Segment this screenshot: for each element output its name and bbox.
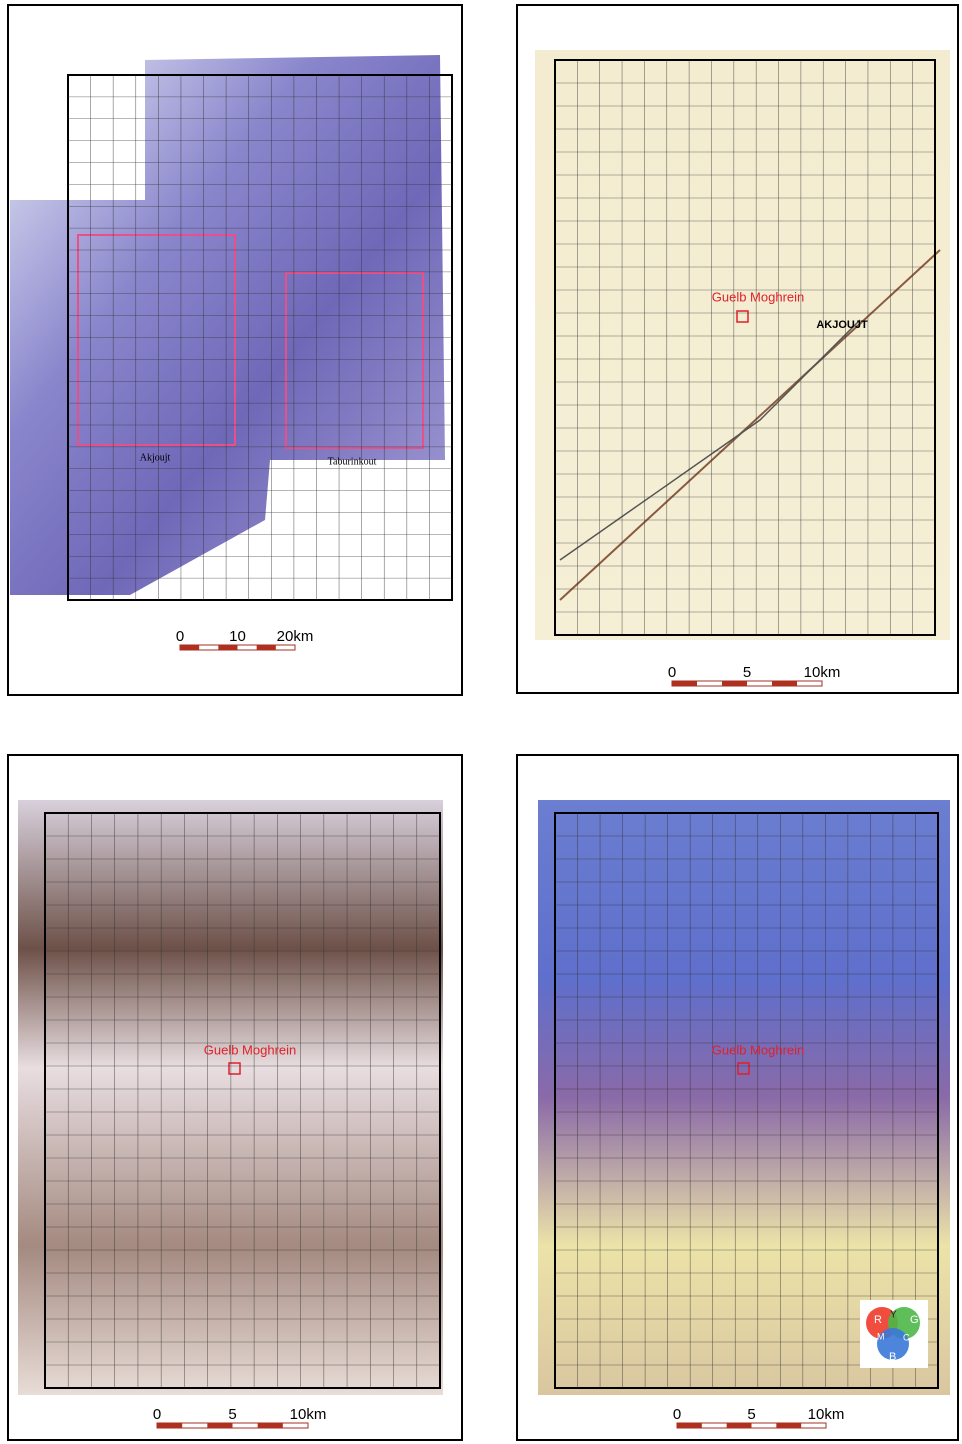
scale-bar-segment <box>157 1423 182 1428</box>
scale-bar-segment <box>727 1423 752 1428</box>
scale-label: 10km <box>808 1406 845 1423</box>
legend-letter: R <box>874 1314 882 1326</box>
legend-letter: B <box>889 1351 896 1363</box>
scale-bar-segment <box>772 681 797 686</box>
topographic-map <box>535 50 950 640</box>
place-label: Akjoujt <box>140 452 171 463</box>
scale-bar-segment <box>218 645 237 650</box>
color-legend: R Y G M C B <box>860 1300 928 1368</box>
scale-label: 10 <box>229 628 246 645</box>
scale-label: 10km <box>290 1406 327 1423</box>
place-label: Guelb Moghrein <box>712 1042 805 1057</box>
scale-label: 0 <box>673 1406 681 1423</box>
scale-label: 0 <box>668 664 676 681</box>
scale-label: 0 <box>153 1406 161 1423</box>
scale-label: 10km <box>804 664 841 681</box>
figure: Akjoujt Taburinkout Guelb Moghrein AKJOU… <box>0 0 962 1444</box>
scale-label: 0 <box>176 628 184 645</box>
place-label: Guelb Moghrein <box>712 289 805 304</box>
scale-label: 20km <box>277 628 314 645</box>
scale-bar-segment <box>207 1423 232 1428</box>
scale-bar-segment <box>180 645 199 650</box>
legend-letter: Y <box>890 1310 897 1321</box>
scale-label: 5 <box>747 1406 755 1423</box>
scale-bar-segment <box>677 1423 702 1428</box>
place-label: AKJOUJT <box>816 319 868 331</box>
scale-bar-segment <box>258 1423 283 1428</box>
scale-bar-segment <box>722 681 747 686</box>
satellite-image <box>18 800 443 1395</box>
legend-letter: M <box>877 1331 885 1341</box>
legend-letter: G <box>910 1314 919 1326</box>
scale-bar-segment <box>776 1423 801 1428</box>
scale-label: 5 <box>228 1406 236 1423</box>
scale-label: 5 <box>743 664 751 681</box>
place-label: Guelb Moghrein <box>204 1042 297 1057</box>
legend-letter: C <box>903 1332 910 1342</box>
scale-bar-segment <box>257 645 276 650</box>
place-label: Taburinkout <box>328 456 377 467</box>
scale-bar-segment <box>672 681 697 686</box>
